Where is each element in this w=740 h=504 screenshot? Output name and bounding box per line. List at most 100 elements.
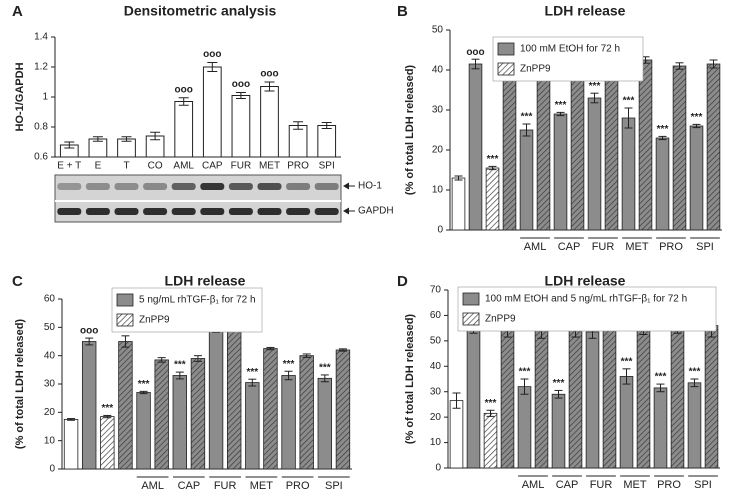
x-tick-label: MET [250,480,274,492]
y-tick-label: 1 [42,92,48,103]
bar [288,125,308,158]
annotation: *** [319,363,331,374]
blot-band-gapdh [85,208,110,215]
x-tick-label: SPI [694,479,712,491]
bar [485,167,500,231]
error-bar [302,353,311,358]
error-bar [556,111,565,117]
annotation: *** [553,378,565,389]
annotation: *** [283,359,295,370]
error-bar [64,141,75,149]
bar [502,59,517,231]
error-bar [488,165,497,171]
legend-label: ZnPP9 [485,314,516,325]
legend-swatch [497,62,515,76]
bar [619,376,634,469]
error-bar [178,97,189,106]
bar [317,377,333,470]
x-tick-label: SPI [319,161,335,172]
error-bar [85,337,94,346]
panel-letter: C [12,273,23,290]
error-bar [284,370,293,381]
x-tick-label: FUR [214,480,237,492]
bar [519,129,534,231]
error-bar [264,81,275,92]
bar [263,348,278,470]
bar [689,125,704,231]
x-tick-label: MET [625,241,649,253]
annotation: *** [657,124,669,135]
bar [202,66,222,158]
error-bar [452,392,461,409]
bar [670,323,685,469]
chart-title: LDH release [545,3,626,19]
legend-swatch [116,293,134,307]
bar [208,329,224,470]
x-tick-label: AML [141,480,164,492]
bar [653,387,668,469]
blot-band [114,183,139,190]
annotation: *** [138,379,150,390]
legend-box [111,287,263,333]
annotation: ooo [80,326,98,337]
chart-title: LDH release [165,273,246,289]
bar [317,125,337,158]
y-tick-label: 40 [44,350,56,361]
bar [154,359,169,470]
bar [136,392,151,470]
x-tick-label: MET [259,161,280,172]
legend-label: 100 mM EtOH and 5 ng/mL rhTGF-β₁ for 72 … [485,294,687,305]
legend-swatch [462,292,480,306]
bar [81,341,97,470]
blot-band-gapdh [200,208,225,215]
bar [500,327,515,469]
blot-label: GAPDH [358,206,394,217]
bar [231,95,251,158]
bar [172,375,188,470]
y-tick-label: 30 [44,379,56,390]
annotation: ooo [203,49,221,60]
annotation: *** [487,154,499,165]
legend-label: 5 ng/mL rhTGF-β₁ for 72 h [139,295,256,306]
blot-band [200,183,225,190]
bar [468,63,483,231]
error-bar [121,136,132,142]
y-tick-label: 10 [432,185,444,196]
error-bar [690,378,699,388]
x-tick-label: E + T [57,161,81,172]
bar [299,355,314,470]
error-bar [338,348,347,352]
bar [621,117,636,231]
y-tick-label: 0 [49,464,55,475]
bar [570,63,585,231]
annotation: *** [101,403,113,414]
y-axis-label: (% of total LDH released) [404,314,416,445]
x-tick-label: CO [148,161,163,172]
y-tick-label: 50 [44,322,56,333]
bar [636,321,651,469]
bar [190,358,206,470]
y-tick-label: 0.8 [34,122,48,133]
y-tick-label: 40 [430,361,442,372]
error-bar [454,175,463,181]
x-tick-label: PRO [287,161,309,172]
bar [226,324,242,470]
y-tick-label: 70 [430,285,442,296]
bar [63,419,79,470]
panel-letter: A [12,3,23,20]
blot-band [286,183,311,190]
annotation: *** [621,356,633,367]
error-bar [658,135,667,141]
error-bar [624,107,633,129]
error-bar [293,121,304,130]
bar [655,137,670,231]
bar [118,341,133,470]
legend-box [492,36,644,82]
y-tick-label: 10 [430,437,442,448]
legend-box [457,286,717,332]
x-tick-label: SPI [696,241,714,253]
blot-label: HO-1 [358,181,382,192]
bar [585,331,600,469]
y-tick-label: 0 [435,463,441,474]
y-tick-label: 20 [430,412,442,423]
